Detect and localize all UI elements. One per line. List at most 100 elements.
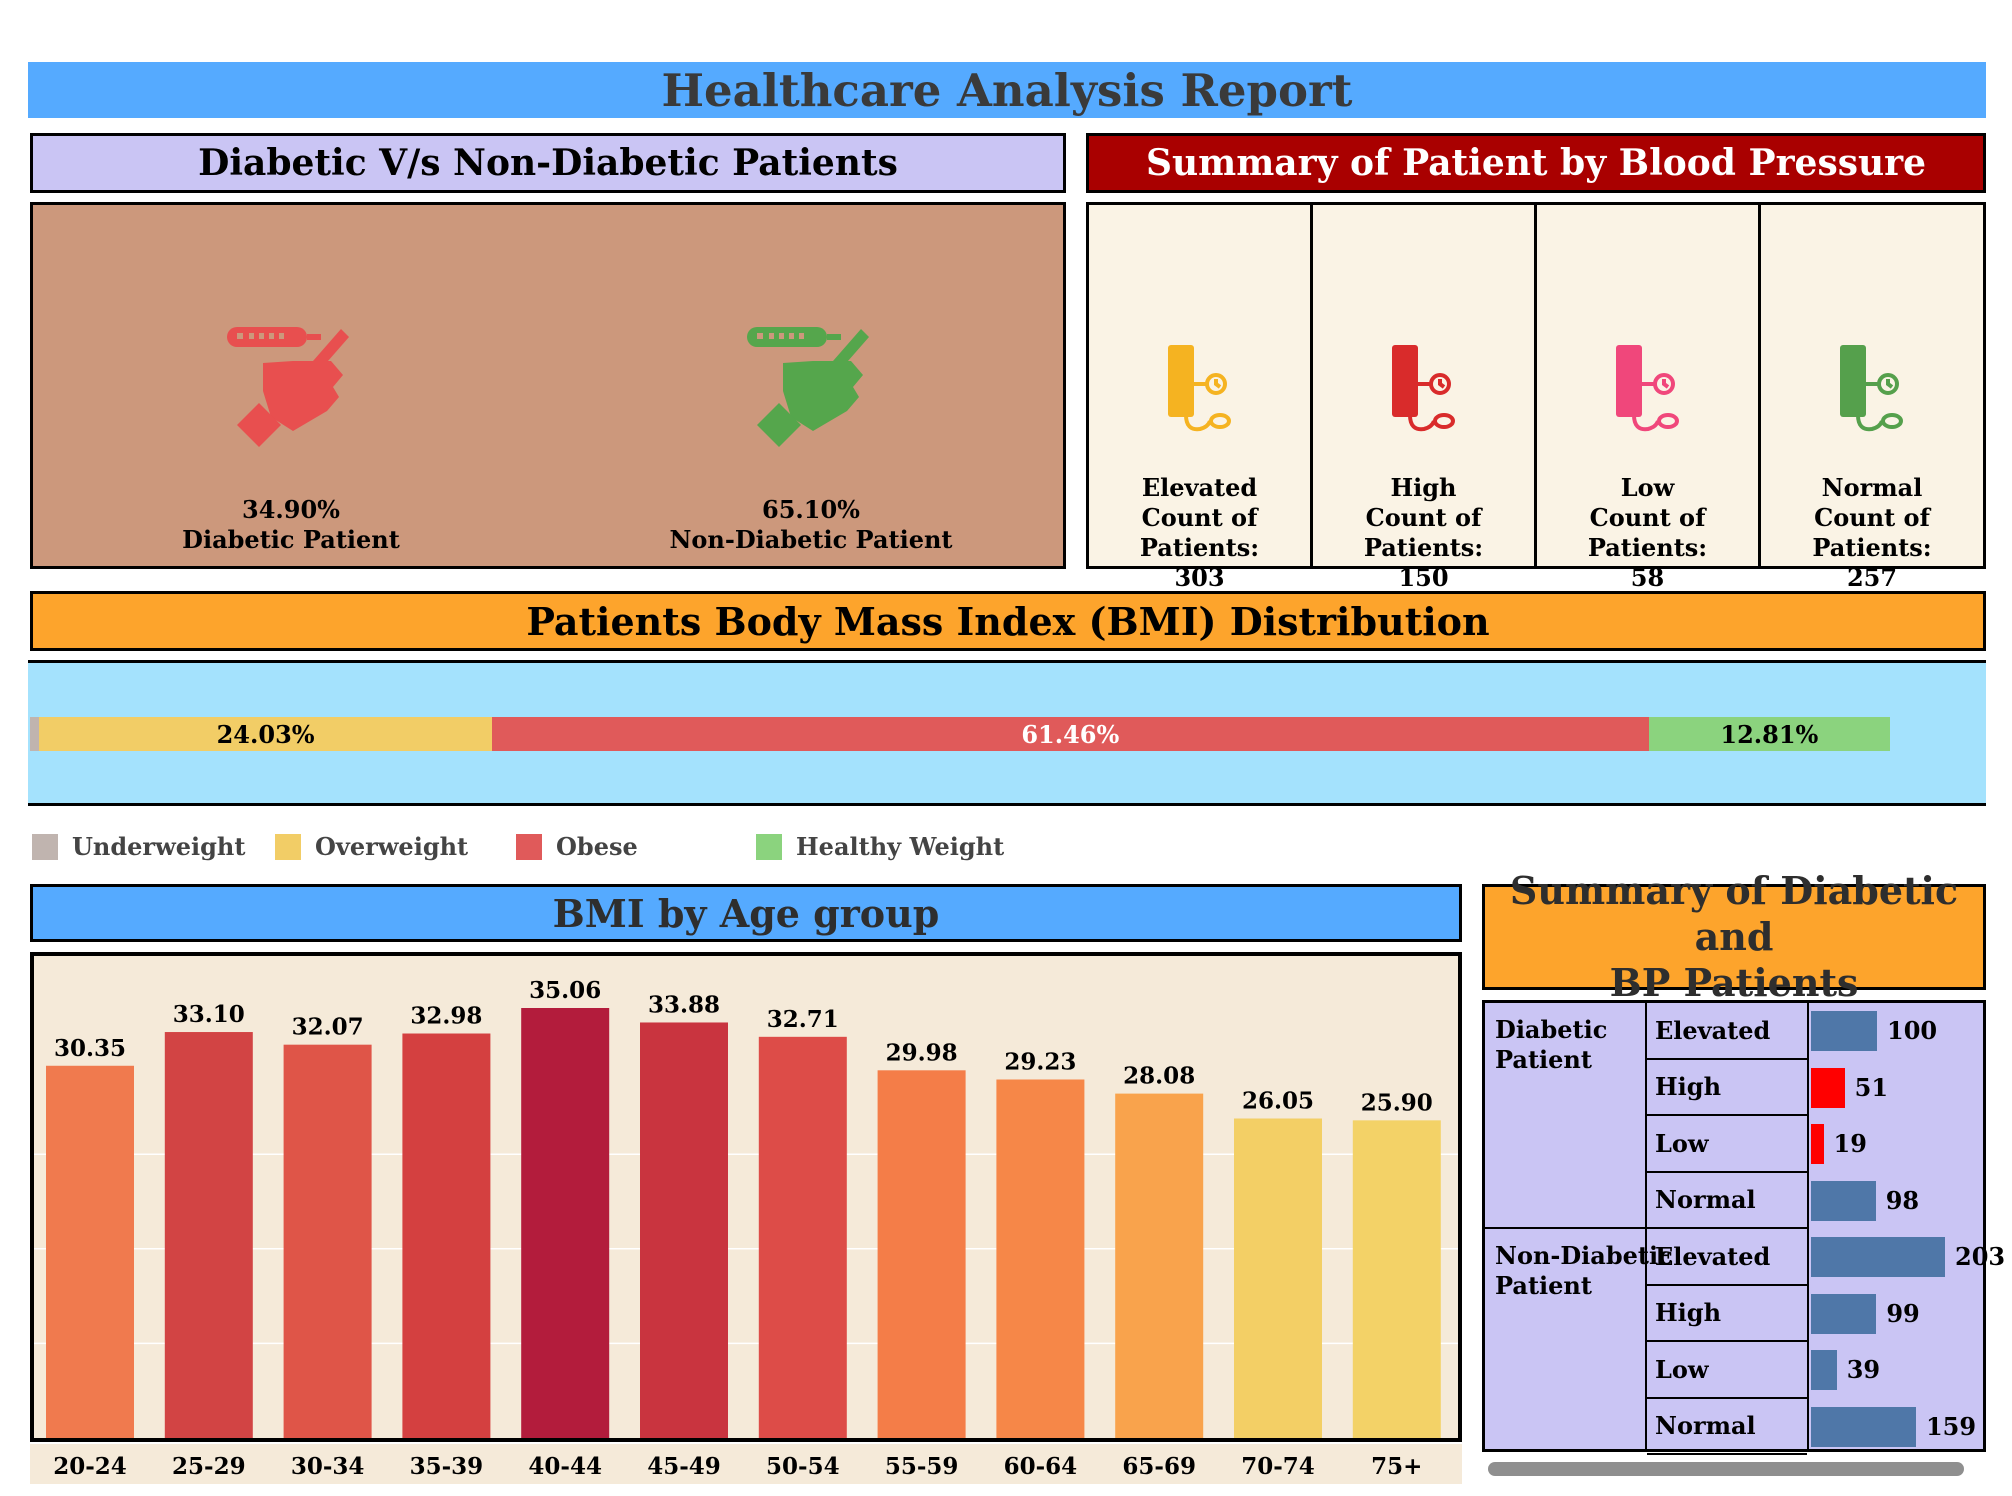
blood-pressure-monitor-icon bbox=[1615, 345, 1679, 432]
bar-value-label: 33.88 bbox=[648, 991, 720, 1018]
legend-item-healthy-weight: Healthy Weight bbox=[756, 832, 1004, 861]
bar-50-54 bbox=[758, 1036, 847, 1438]
x-tick-label: 60-64 bbox=[1004, 1453, 1078, 1480]
summary-bp-label: Normal bbox=[1647, 1173, 1807, 1229]
bar-value-label: 32.71 bbox=[767, 1006, 839, 1033]
bp-card-elevated: Elevated Count of Patients: 303 bbox=[1086, 202, 1313, 592]
bp-category: High bbox=[1390, 473, 1457, 502]
non-diabetic-stat: 65.10% Non-Diabetic Patient bbox=[621, 495, 1001, 555]
glucose-meter-hand-icon bbox=[747, 327, 869, 447]
summary-bar bbox=[1811, 1180, 1876, 1221]
bmi-age-chart-svg: 30.35 33.10 32.07 32.98 35.06 33.88 32.71 29.98… bbox=[34, 977, 1458, 1438]
group-label-non-diabetic: Non-Diabetic Patient bbox=[1495, 1241, 1673, 1301]
bar-value-label: 25.90 bbox=[1361, 1089, 1433, 1116]
bar-55-59 bbox=[877, 1070, 966, 1438]
bar-75+ bbox=[1352, 1120, 1441, 1438]
summary-bar bbox=[1811, 1067, 1845, 1108]
diabetic-stat: 34.90% Diabetic Patient bbox=[101, 495, 481, 555]
bp-card-low: Low Count of Patients: 58 bbox=[1534, 202, 1761, 592]
report-title: Healthcare Analysis Report bbox=[661, 63, 1353, 117]
glucose-meter-hand-icon bbox=[227, 327, 349, 447]
bar-65-69 bbox=[1115, 1093, 1204, 1438]
bp-count: 257 bbox=[1846, 563, 1898, 592]
summary-bar bbox=[1811, 1406, 1916, 1447]
legend-item-underweight: Underweight bbox=[32, 832, 245, 861]
summary-section-header: Summary of Diabetic and BP Patients bbox=[1482, 868, 1986, 1005]
x-tick-label: 25-29 bbox=[172, 1453, 246, 1480]
bp-card-high: High Count of Patients: 150 bbox=[1310, 202, 1537, 592]
bmi-age-chart: 30.35 33.10 32.07 32.98 35.06 33.88 32.71 29.98… bbox=[30, 952, 1462, 1442]
bp-count-label: Count of Patients: bbox=[1812, 503, 1932, 562]
diabetic-section-title: Diabetic V/s Non-Diabetic Patients bbox=[198, 142, 898, 184]
bar-35-39 bbox=[402, 1033, 491, 1438]
legend-item-obese: Obese bbox=[516, 832, 638, 861]
summary-bp-label: Elevated bbox=[1647, 1003, 1807, 1060]
bar-40-44 bbox=[521, 1008, 610, 1438]
blood-pressure-monitor-icon bbox=[1840, 345, 1903, 432]
diabetic-panel: 34.90% Diabetic Patient 65.10% Non-Diabe… bbox=[30, 202, 1066, 569]
age-axis-svg: 20-24 25-29 30-34 35-39 40-44 45-49 50-54 55-59… bbox=[53, 1453, 1422, 1480]
group-label-line: Non-Diabetic bbox=[1495, 1241, 1673, 1270]
bp-count-label: Count of Patients: bbox=[1363, 503, 1484, 562]
column-divider bbox=[1645, 1003, 1647, 1449]
bar-60-64 bbox=[996, 1079, 1085, 1438]
bmi-segment-healthy-weight: 12.81% bbox=[1648, 717, 1890, 751]
summary-bp-label: Elevated bbox=[1647, 1229, 1807, 1286]
blood-pressure-monitor-icon bbox=[1167, 345, 1231, 432]
bp-section-header: Summary of Patient by Blood Pressure bbox=[1086, 133, 1986, 193]
summary-bp-label: Low bbox=[1647, 1342, 1807, 1399]
group-divider bbox=[1485, 1227, 1647, 1229]
bp-card-normal: Normal Count of Patients: 257 bbox=[1758, 202, 1986, 592]
group-label-line: Patient bbox=[1495, 1271, 1592, 1300]
bp-count: 150 bbox=[1398, 563, 1449, 592]
column-divider bbox=[1807, 1003, 1809, 1449]
bar-30-34 bbox=[283, 1044, 372, 1438]
summary-bp-label: High bbox=[1647, 1060, 1807, 1116]
bar-value-label: 32.07 bbox=[292, 1014, 364, 1041]
legend-label: Obese bbox=[556, 832, 638, 861]
legend-swatch bbox=[756, 833, 782, 860]
summary-title-line1: Summary of Diabetic and bbox=[1509, 868, 1959, 959]
bp-category: Low bbox=[1620, 473, 1675, 502]
x-tick-label: 65-69 bbox=[1122, 1453, 1196, 1480]
summary-section-title: Summary of Diabetic and BP Patients bbox=[1485, 868, 1983, 1006]
legend-item-overweight: Overweight bbox=[275, 832, 468, 861]
bar-45-49 bbox=[640, 1022, 728, 1438]
bp-category: Normal bbox=[1821, 473, 1923, 502]
x-tick-label: 45-49 bbox=[647, 1453, 721, 1480]
legend-swatch bbox=[32, 833, 58, 860]
bar-25-29 bbox=[164, 1032, 253, 1438]
group-label-line: Patient bbox=[1495, 1045, 1592, 1074]
summary-bar bbox=[1811, 1124, 1824, 1164]
age-section-header: BMI by Age group bbox=[30, 884, 1462, 942]
summary-value: 100 bbox=[1887, 1016, 1938, 1045]
bp-section-title: Summary of Patient by Blood Pressure bbox=[1145, 142, 1927, 184]
non-diabetic-percent: 65.10% bbox=[762, 495, 860, 524]
bmi-segment-obese: 61.46% bbox=[491, 717, 1649, 751]
legend-label: Overweight bbox=[315, 832, 469, 861]
summary-value: 203 bbox=[1955, 1242, 2006, 1271]
bar-value-label: 32.98 bbox=[410, 1003, 482, 1030]
x-tick-label: 30-34 bbox=[291, 1453, 365, 1480]
x-tick-label: 70-74 bbox=[1241, 1453, 1315, 1480]
diabetic-section-header: Diabetic V/s Non-Diabetic Patients bbox=[30, 133, 1066, 193]
bp-count: 58 bbox=[1630, 563, 1665, 592]
horizontal-scrollbar[interactable] bbox=[1488, 1462, 1964, 1476]
bmi-section-header: Patients Body Mass Index (BMI) Distribut… bbox=[30, 591, 1986, 651]
age-section-title: BMI by Age group bbox=[552, 890, 940, 936]
diabetic-label: Diabetic Patient bbox=[182, 525, 400, 554]
legend-swatch bbox=[516, 833, 542, 860]
x-tick-label: 50-54 bbox=[766, 1453, 840, 1480]
summary-value: 99 bbox=[1886, 1298, 1920, 1328]
summary-title-line2: BP Patients bbox=[1609, 960, 1859, 1005]
bar-value-label: 30.35 bbox=[54, 1035, 126, 1062]
x-tick-label: 40-44 bbox=[528, 1453, 602, 1480]
bmi-legend: Underweight Overweight Obese Healthy Wei… bbox=[32, 832, 1232, 862]
bp-count: 303 bbox=[1174, 563, 1225, 592]
legend-label: Underweight bbox=[72, 832, 246, 861]
summary-table: Diabetic Patient Non-Diabetic Patient El… bbox=[1482, 1000, 2005, 1455]
bp-category: Elevated bbox=[1141, 473, 1258, 502]
bmi-distribution-chart: 24.03% 61.46% 12.81% bbox=[28, 660, 1986, 806]
bar-20-24 bbox=[46, 1065, 134, 1438]
x-tick-label: 75+ bbox=[1371, 1453, 1422, 1480]
